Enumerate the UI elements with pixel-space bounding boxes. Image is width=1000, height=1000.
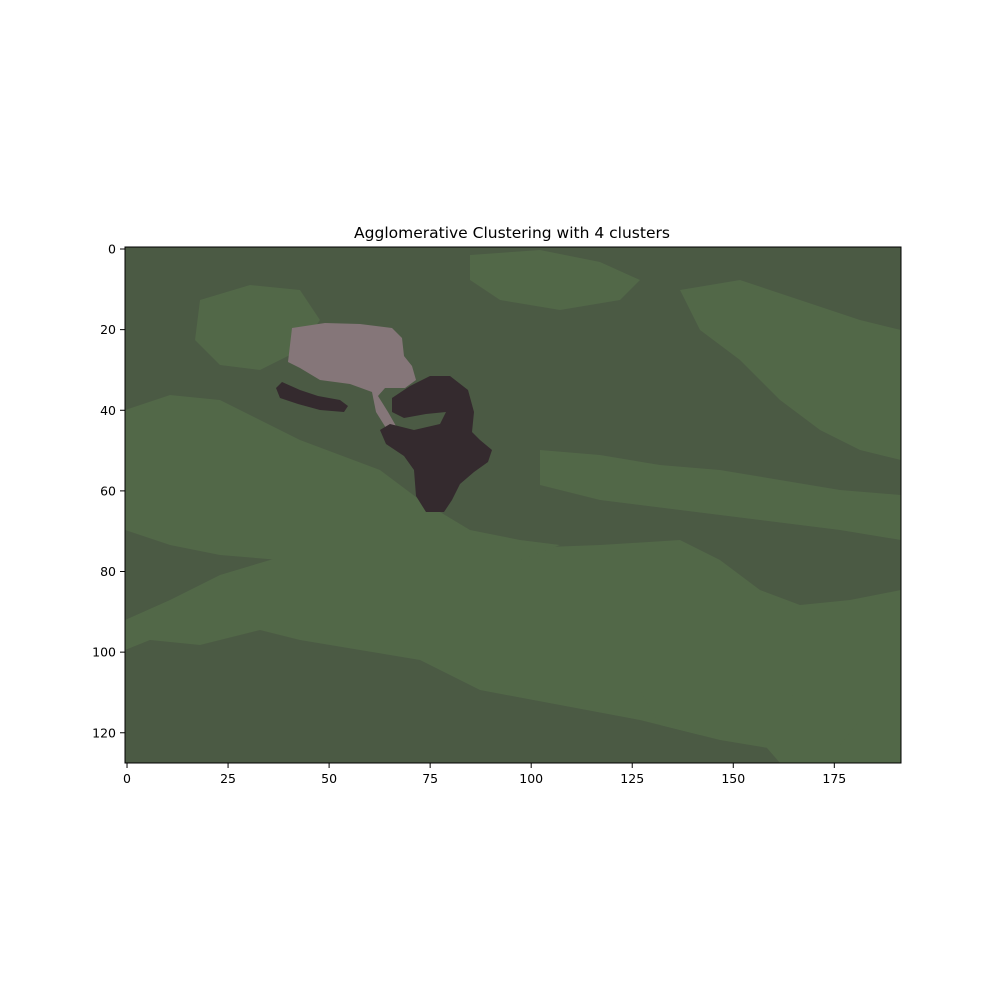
image-area xyxy=(124,246,902,764)
x-tick-label: 50 xyxy=(321,771,337,786)
cluster-region-light-green xyxy=(540,450,901,540)
y-axis: 0 20 40 60 80 100 120 xyxy=(92,242,125,740)
y-tick-label: 120 xyxy=(92,725,116,740)
cluster-region-light-green xyxy=(195,285,320,370)
x-tick-label: 25 xyxy=(220,771,236,786)
y-tick-label: 20 xyxy=(100,322,116,337)
cluster-region-light-green xyxy=(640,680,860,750)
x-tick-label: 125 xyxy=(620,771,644,786)
cluster-region-light-green xyxy=(680,280,901,460)
chart-title: Agglomerative Clustering with 4 clusters xyxy=(354,224,670,242)
y-tick-label: 100 xyxy=(92,645,116,660)
x-tick-label: 75 xyxy=(422,771,438,786)
x-tick-label: 0 xyxy=(123,771,131,786)
cluster-region-pink xyxy=(288,323,416,428)
y-tick-label: 60 xyxy=(100,483,116,498)
x-axis: 0 25 50 75 100 125 150 175 xyxy=(123,763,846,786)
cluster-region-dark xyxy=(380,376,492,512)
cluster-region-light-green xyxy=(470,250,640,310)
x-tick-label: 175 xyxy=(822,771,846,786)
plot-frame xyxy=(124,246,902,764)
x-tick-label: 100 xyxy=(519,771,543,786)
y-tick-label: 80 xyxy=(100,564,116,579)
cluster-region-light-green xyxy=(125,395,560,565)
cluster-region-dark xyxy=(276,382,348,412)
x-tick-label: 150 xyxy=(721,771,745,786)
y-tick-label: 0 xyxy=(108,242,116,257)
y-tick-label: 40 xyxy=(100,403,116,418)
